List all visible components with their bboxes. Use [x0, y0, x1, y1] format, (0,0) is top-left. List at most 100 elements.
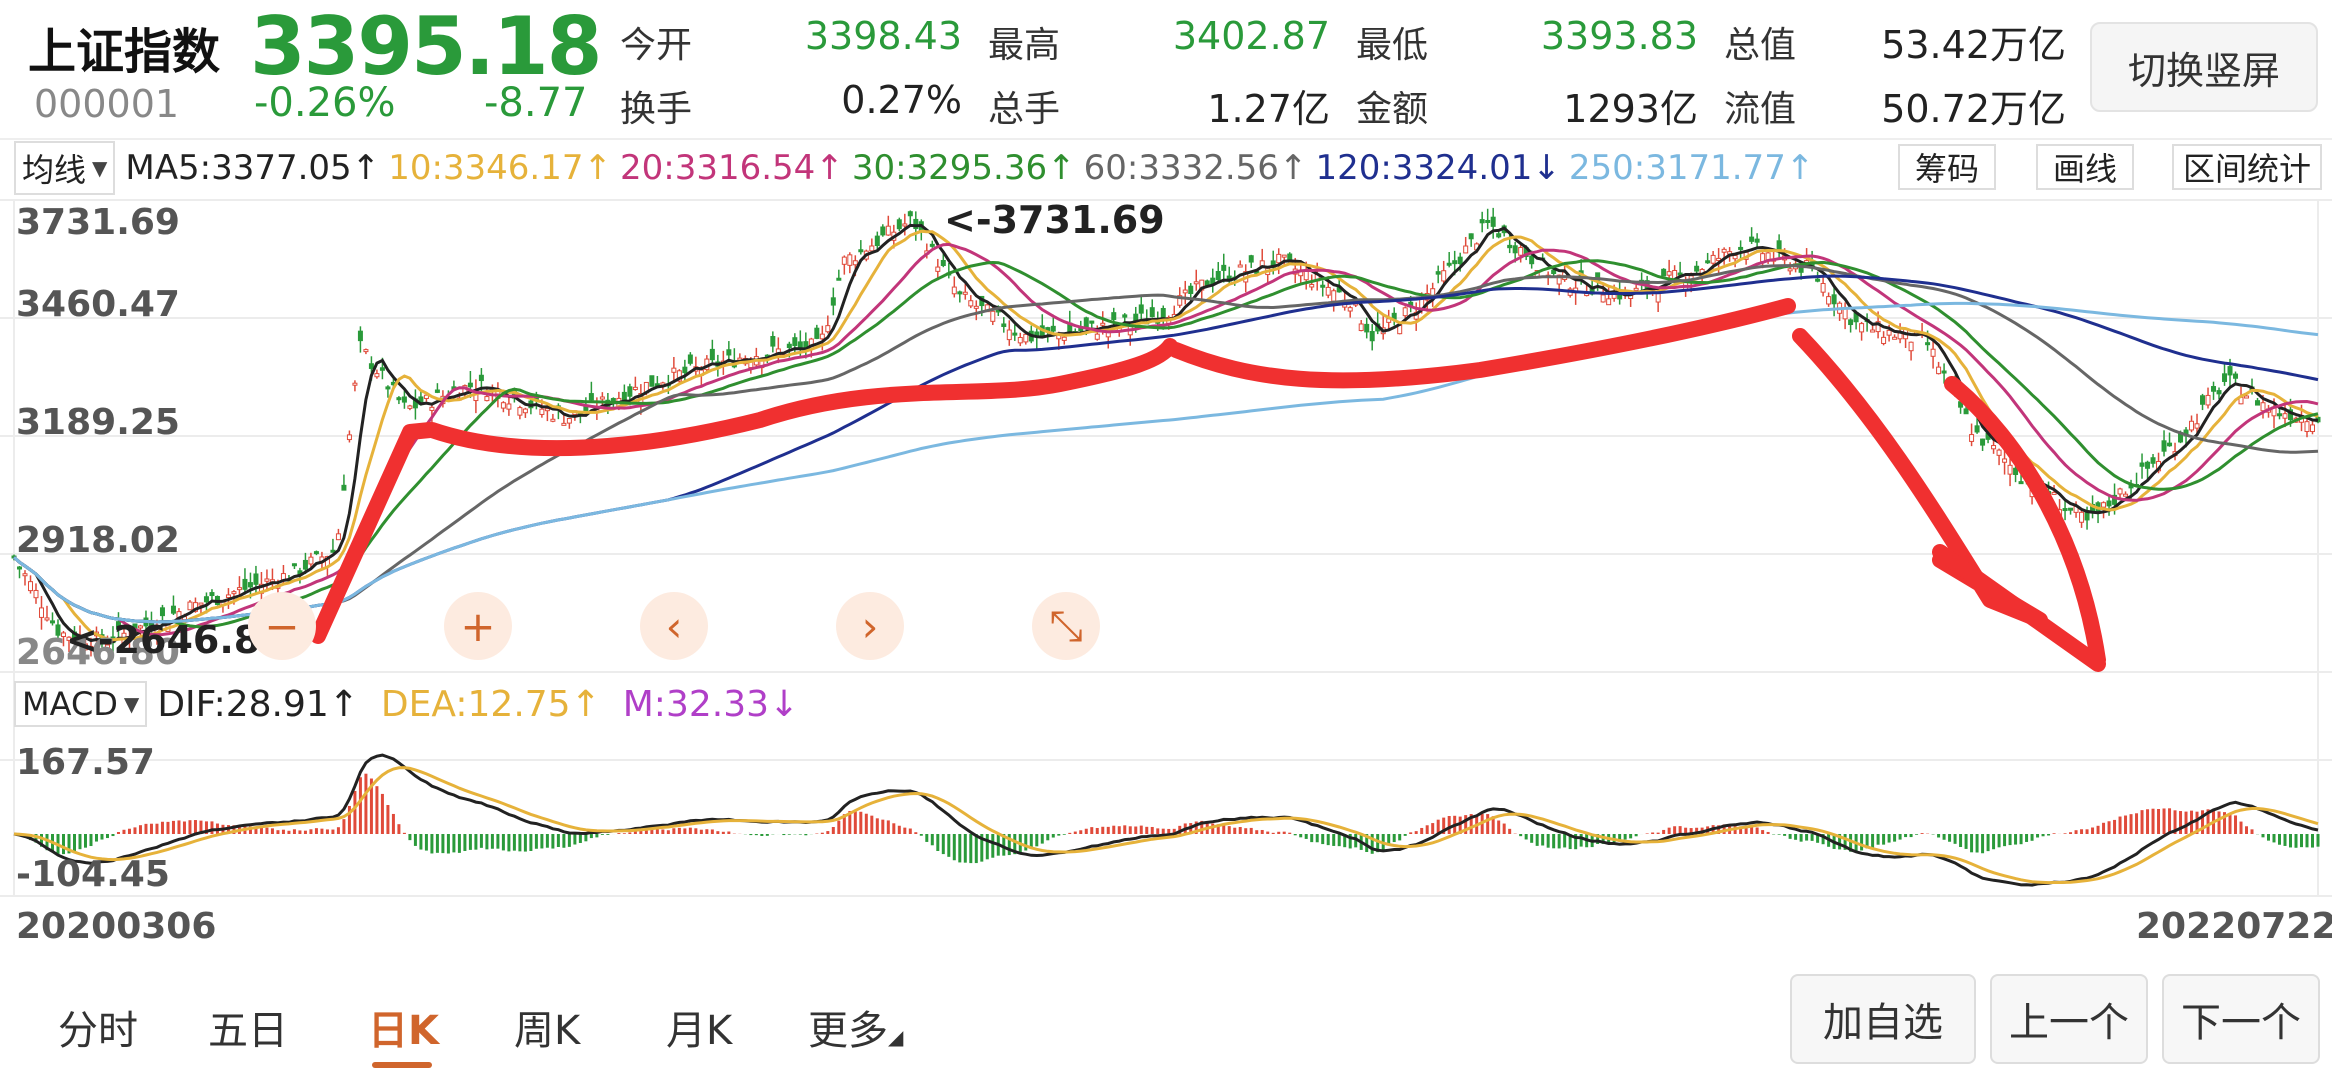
candle-body	[1369, 330, 1375, 342]
candle-body	[539, 408, 545, 415]
candle-body	[1930, 348, 1936, 357]
candle-body	[1287, 253, 1293, 260]
candle-body	[1875, 321, 1881, 333]
candle-body	[880, 226, 886, 236]
candle-body	[313, 551, 319, 555]
candle-body	[1870, 329, 1876, 333]
y-tick-5: 2646.80	[16, 632, 180, 673]
candle-body	[2018, 481, 2024, 485]
candle-body	[649, 375, 655, 387]
zoom-out-button[interactable]: −	[248, 592, 316, 660]
candle-body	[1160, 307, 1166, 319]
candle-body	[242, 578, 248, 590]
candle-body	[159, 607, 165, 617]
tab-intraday[interactable]: 分时	[58, 1008, 138, 1054]
candle-body	[2277, 413, 2283, 417]
candle-body	[341, 484, 347, 491]
candle-body	[1666, 271, 1672, 276]
candle-body	[352, 382, 358, 386]
candle-body	[429, 406, 435, 411]
candle-body	[1749, 236, 1755, 242]
candle-body	[2211, 386, 2217, 392]
tab-five-day[interactable]: 五日	[208, 1008, 288, 1054]
candle-body	[170, 605, 176, 614]
zoom-in-button[interactable]: +	[444, 592, 512, 660]
candle-body	[1661, 268, 1667, 277]
candle-body	[1941, 370, 1947, 374]
candle-body	[236, 587, 242, 591]
candle-body	[401, 396, 407, 403]
macd-y-top: 167.57	[16, 742, 155, 783]
next-button[interactable]: 下一个	[2162, 974, 2320, 1064]
scroll-right-button[interactable]: ›	[836, 592, 904, 660]
scroll-left-icon: ‹	[665, 601, 683, 651]
stat-label: 流值	[1724, 89, 1797, 130]
candle-body	[1061, 336, 1067, 341]
candle-body	[407, 405, 413, 409]
candle-body	[1325, 286, 1331, 296]
candle-body	[1083, 317, 1089, 328]
candle-body	[1215, 270, 1221, 281]
candle-body	[830, 297, 836, 306]
candle-body	[550, 418, 556, 422]
candle-body	[1303, 270, 1309, 281]
stat-label: 总值	[1724, 25, 1797, 66]
index-code: 000001	[34, 82, 180, 126]
y-tick-2: 3460.47	[16, 284, 180, 325]
chevron-down-icon: ▼	[123, 692, 140, 716]
candle-body	[2255, 400, 2261, 406]
candle-body	[363, 349, 369, 353]
draw-line-button[interactable]: 画线	[2036, 144, 2134, 190]
candle-body	[929, 243, 935, 247]
candle-body	[478, 374, 484, 382]
tab-daily-k[interactable]: 日K	[368, 1008, 439, 1054]
candle-body	[1248, 255, 1254, 263]
collapse-button[interactable]: ⤡	[1032, 592, 1100, 660]
indicator-selector[interactable]: MACD ▼	[14, 681, 148, 727]
candle-body	[1402, 307, 1408, 317]
candle-body	[1435, 271, 1441, 275]
candle-body	[55, 624, 61, 636]
previous-button[interactable]: 上一个	[1990, 974, 2148, 1064]
candle-body	[951, 286, 957, 295]
candle-body	[137, 625, 143, 629]
ma-selector[interactable]: 均线 ▼	[14, 141, 116, 195]
chips-button[interactable]: 筹码	[1898, 144, 1996, 190]
tab-monthly-k[interactable]: 月K	[666, 1008, 733, 1054]
candle-body	[1776, 240, 1782, 251]
candle-body	[484, 396, 490, 402]
candle-body	[825, 325, 831, 333]
candle-body	[22, 573, 28, 577]
candle-body	[2145, 461, 2151, 469]
scroll-left-button[interactable]: ‹	[640, 592, 708, 660]
candle-body	[1980, 438, 1986, 446]
candle-body	[1094, 333, 1100, 340]
tab-weekly-k[interactable]: 周K	[514, 1008, 581, 1054]
switch-portrait-button[interactable]: 切换竖屏	[2090, 22, 2318, 112]
candle-body	[374, 373, 380, 378]
candle-body	[907, 211, 913, 217]
stat-value: 53.42万亿	[1881, 23, 2066, 67]
ma-value: 250:3171.77↑	[1568, 148, 1815, 188]
candle-body	[1507, 244, 1513, 249]
candle-body	[115, 621, 121, 630]
candle-body	[1193, 281, 1199, 285]
candle-body	[1050, 325, 1056, 332]
stat-value: 1.27亿	[1207, 87, 1330, 131]
tab-more[interactable]: 更多◢	[808, 998, 903, 1056]
high-marker: <-3731.69	[944, 198, 1165, 242]
candle-body	[2002, 458, 2008, 463]
active-tab-indicator	[372, 1062, 432, 1068]
candle-body	[2062, 508, 2068, 512]
candle-body	[1512, 245, 1518, 254]
range-stats-button[interactable]: 区间统计	[2172, 144, 2322, 190]
add-watchlist-button[interactable]: 加自选	[1790, 974, 1976, 1064]
candle-body	[198, 602, 204, 606]
candle-body	[682, 366, 688, 374]
candle-body	[1012, 332, 1018, 336]
candle-body	[726, 349, 732, 356]
candle-body	[1111, 312, 1117, 320]
candle-body	[1908, 341, 1914, 352]
